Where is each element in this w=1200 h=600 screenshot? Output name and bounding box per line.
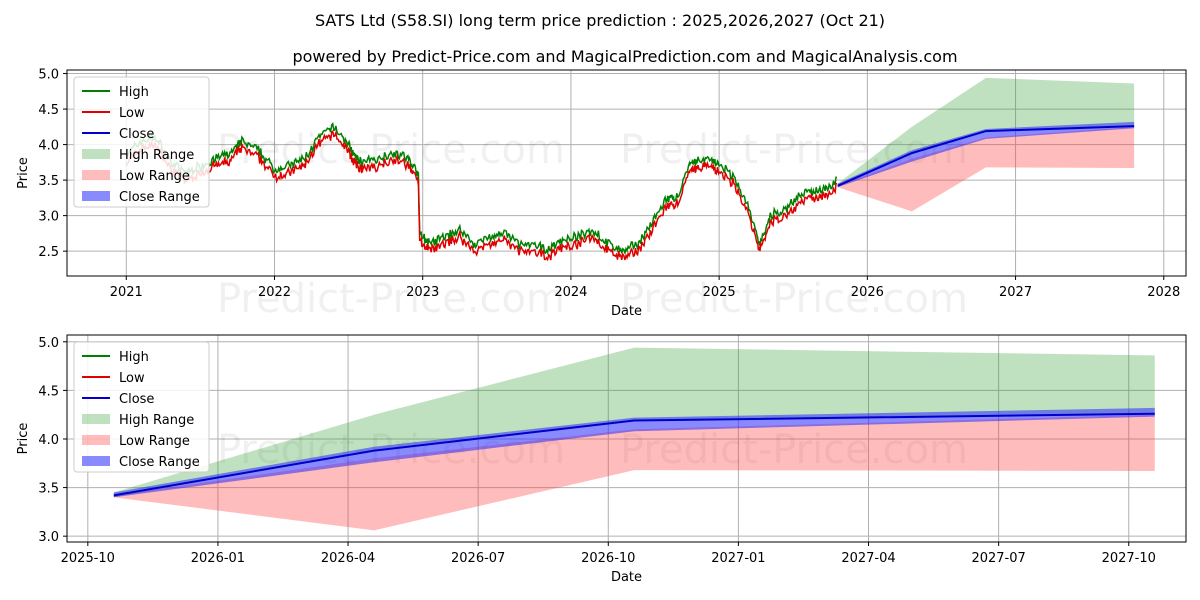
y-tick-label: 3.5 — [38, 174, 59, 189]
legend-box — [73, 76, 210, 208]
y-axis-label: Price — [16, 423, 31, 455]
watermark-text: Predict-Price.com — [620, 427, 968, 473]
low-price-line — [125, 129, 838, 262]
legend-patch-swatch — [82, 149, 110, 159]
close-forecast-line — [113, 412, 1155, 497]
y-tick-label: 2.5 — [38, 245, 59, 260]
x-tick-label: 2024 — [554, 285, 587, 300]
y-tick-label: 4.5 — [38, 103, 59, 118]
y-tick-label: 4.0 — [38, 433, 59, 448]
legend-patch-swatch — [82, 191, 110, 201]
low-range-band — [113, 414, 1155, 531]
legend-entry: Low — [119, 371, 145, 386]
x-tick-label: 2027-04 — [841, 551, 895, 566]
high-range-band — [113, 347, 1155, 498]
close-range-band — [113, 407, 1155, 498]
legend-patch-swatch — [82, 170, 110, 180]
top-panel-history: 2021 2022 2023 2024 2025 2026 2027 2028 2.5 3.0 3.… — [16, 68, 1187, 322]
legend-box — [73, 341, 210, 473]
y-tick-label: 4.0 — [38, 139, 59, 154]
bottom-panel-forecast: 2025-10 2026-01 2026-04 2026-07 2026-10 2027-… — [16, 334, 1187, 585]
legend-patch-swatch — [82, 435, 110, 445]
y-tick-label: 3.0 — [38, 210, 59, 225]
close-forecast-line — [837, 125, 1135, 187]
x-tick-label: 2025 — [703, 285, 736, 300]
x-tick-label: 2027-07 — [971, 551, 1025, 566]
legend-entry: Low Range — [119, 169, 190, 184]
x-tick-label: 2027-10 — [1102, 551, 1156, 566]
x-tick-label: 2026-07 — [451, 551, 505, 566]
x-tick-label: 2026-04 — [321, 551, 375, 566]
chart-title: SATS Ltd (S58.SI) long term price predic… — [315, 11, 885, 30]
x-tick-label: 2027 — [999, 285, 1032, 300]
x-tick-label: 2021 — [110, 285, 143, 300]
watermark-text: Predict-Price.com — [620, 276, 968, 322]
close-range-band — [837, 121, 1135, 188]
x-tick-label: 2022 — [258, 285, 291, 300]
y-tick-label: 3.0 — [38, 530, 59, 545]
x-tick-label: 2026 — [851, 285, 884, 300]
y-tick-label: 5.0 — [38, 68, 59, 83]
watermark-text: Predict-Price.com — [217, 276, 565, 322]
legend-entry: High — [119, 85, 149, 100]
legend-entry: High Range — [119, 148, 194, 163]
x-tick-label: 2023 — [406, 285, 439, 300]
legend-entry: Low — [119, 106, 145, 121]
plot-frame — [66, 334, 1187, 543]
legend-entry: High — [119, 350, 149, 365]
y-tick-label: 5.0 — [38, 336, 59, 351]
plot-frame — [66, 69, 1187, 277]
legend-entry: Close — [119, 392, 154, 407]
x-tick-label: 2027-01 — [711, 551, 765, 566]
x-axis-label: Date — [611, 304, 642, 319]
legend-entry: Close — [119, 127, 154, 142]
high-price-line — [125, 121, 837, 256]
legend-entry: Close Range — [119, 455, 200, 470]
legend-entry: Low Range — [119, 434, 190, 449]
legend-patch-swatch — [82, 456, 110, 466]
legend-entry: Close Range — [119, 190, 200, 205]
legend-patch-swatch — [82, 414, 110, 424]
x-tick-label: 2025-10 — [61, 551, 115, 566]
x-axis-label: Date — [611, 570, 642, 585]
watermark-text: Predict-Price.com — [620, 127, 968, 173]
x-tick-label: 2028 — [1147, 285, 1180, 300]
legend-entry: High Range — [119, 413, 194, 428]
y-tick-label: 4.5 — [38, 384, 59, 399]
low-range-band — [837, 126, 1135, 212]
chart-subtitle: powered by Predict-Price.com and Magical… — [292, 47, 957, 66]
high-range-band — [837, 77, 1135, 188]
y-tick-label: 3.5 — [38, 482, 59, 497]
x-tick-label: 2026-10 — [581, 551, 635, 566]
y-axis-label: Price — [16, 157, 31, 189]
x-tick-label: 2026-01 — [191, 551, 245, 566]
